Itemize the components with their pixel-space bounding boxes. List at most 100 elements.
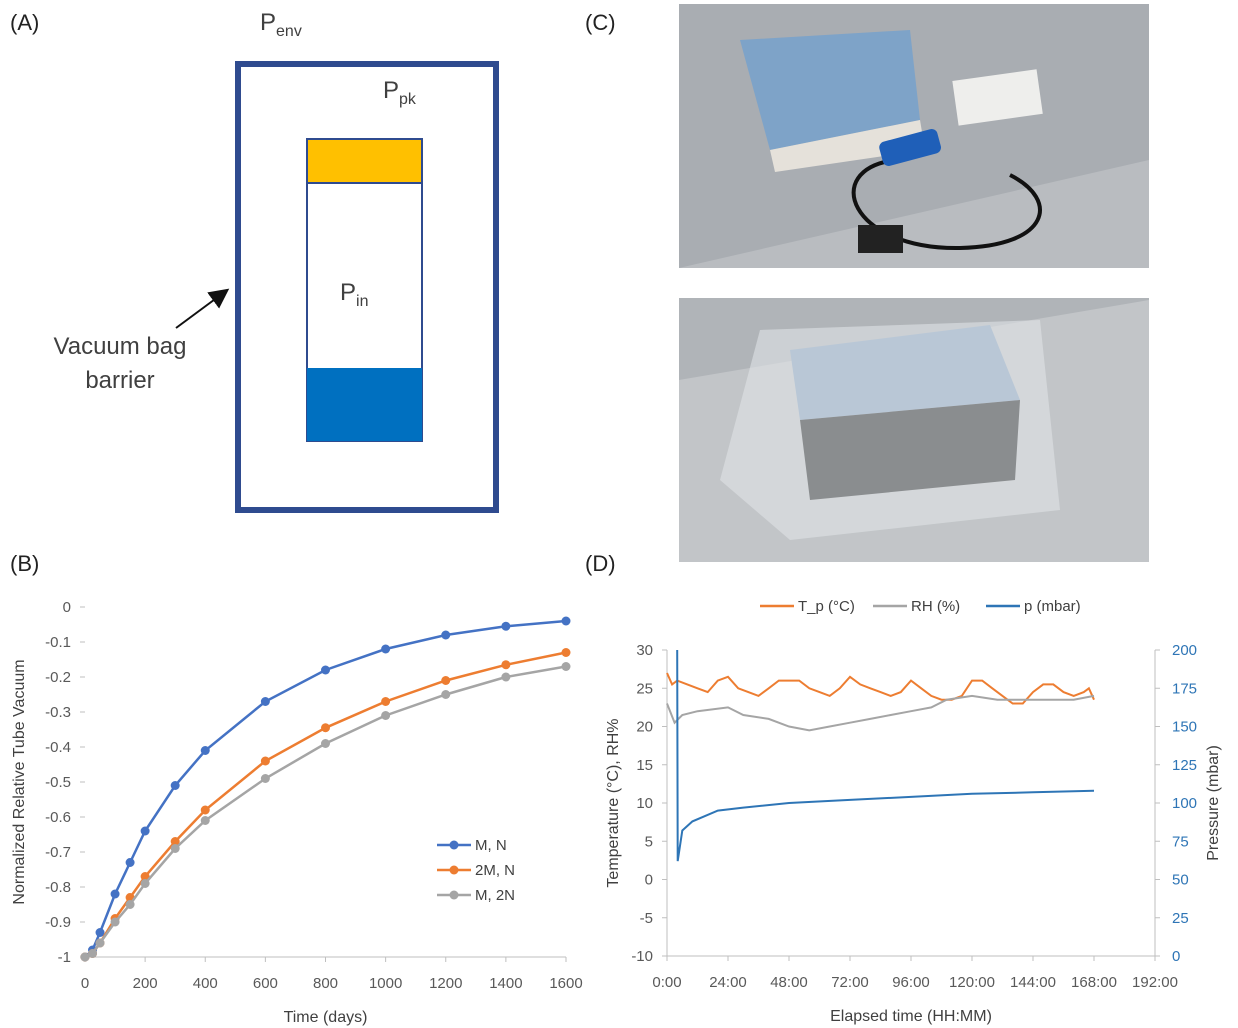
data-point — [501, 660, 511, 670]
vacuum-bag — [235, 61, 499, 513]
symbol: P — [340, 279, 356, 306]
x-axis-label: Elapsed time (HH:MM) — [830, 1008, 992, 1025]
data-point — [140, 872, 150, 881]
x-tick-label: 1200 — [429, 975, 462, 992]
data-point — [200, 816, 210, 825]
series-line — [676, 649, 1095, 862]
y-axis-label: Normalized Relative Tube Vacuum — [11, 659, 28, 904]
legend-label: p (mbar) — [1024, 598, 1081, 615]
series-line — [666, 694, 1095, 732]
y-tick-label: -0.7 — [45, 844, 71, 861]
x-tick-label: 0 — [81, 975, 89, 992]
x-tick-label: 1600 — [549, 975, 582, 992]
data-point — [381, 697, 391, 706]
barrier-label: Vacuum bag — [54, 333, 187, 360]
data-point — [321, 739, 330, 748]
data-point — [441, 630, 451, 640]
symbol: P — [260, 9, 276, 36]
legend-label: T_p (°C) — [798, 598, 855, 615]
data-point — [381, 711, 391, 720]
y-tick-label: 0 — [63, 599, 71, 616]
data-point — [561, 616, 571, 626]
y-tick-label: 5 — [645, 833, 653, 850]
y2-tick-label: 0 — [1172, 948, 1180, 965]
x-tick-label: 192:00 — [1132, 974, 1178, 991]
y2-axis-label: Pressure (mbar) — [1205, 745, 1222, 861]
arrow — [175, 288, 230, 329]
env-pressure-label: Penv — [260, 9, 302, 40]
data-point — [110, 889, 120, 899]
data-point — [441, 690, 451, 699]
y-tick-label: 10 — [636, 795, 653, 812]
x-tick-label: 168:00 — [1071, 974, 1117, 991]
panel-label: (B) — [10, 551, 39, 576]
data-point — [170, 781, 180, 790]
legend-label: M, N — [475, 837, 507, 854]
data-point — [95, 928, 105, 937]
y2-tick-label: 175 — [1172, 680, 1197, 697]
data-point — [321, 665, 330, 675]
y-tick-label: -5 — [640, 910, 653, 927]
x-tick-label: 400 — [193, 975, 218, 992]
data-point — [501, 621, 511, 631]
y2-tick-label: 25 — [1172, 910, 1189, 927]
data-point — [170, 837, 180, 846]
y-tick-label: -0.4 — [45, 739, 71, 756]
data-point — [200, 746, 210, 755]
data-point — [140, 879, 150, 888]
data-point — [260, 774, 270, 783]
tube-cap — [306, 138, 423, 184]
y-tick-label: -0.2 — [45, 669, 71, 686]
y2-tick-label: 50 — [1172, 872, 1189, 889]
data-point — [260, 756, 270, 766]
symbol: P — [383, 77, 399, 104]
x-tick-label: 72:00 — [831, 974, 869, 991]
legend-label: 2M, N — [475, 862, 515, 879]
data-point — [170, 844, 180, 853]
inner-pressure-label: Pin — [340, 279, 368, 310]
data-point — [501, 672, 511, 682]
y-tick-label: -0.6 — [45, 809, 71, 826]
data-point — [95, 938, 105, 948]
series-line — [84, 619, 567, 958]
y-tick-label: -1 — [58, 949, 71, 966]
data-point — [125, 858, 135, 867]
photo — [679, 4, 1149, 268]
subscript: env — [276, 23, 302, 40]
legend-marker — [449, 865, 459, 875]
data-point — [80, 952, 90, 962]
x-tick-label: 48:00 — [770, 974, 808, 991]
y2-tick-label: 200 — [1172, 642, 1197, 659]
panel-label: (D) — [585, 551, 616, 576]
x-tick-label: 120:00 — [949, 974, 995, 991]
x-tick-label: 200 — [133, 975, 158, 992]
data-point — [110, 917, 120, 927]
data-point — [88, 949, 98, 958]
y-tick-label: 30 — [636, 642, 653, 659]
x-tick-label: 24:00 — [709, 974, 747, 991]
y2-tick-label: 75 — [1172, 833, 1189, 850]
data-point — [561, 662, 571, 671]
panel-label: (C) — [585, 10, 616, 35]
subscript: pk — [399, 91, 417, 108]
y-tick-label: -0.3 — [45, 704, 71, 721]
series-line — [84, 651, 567, 959]
panel-label: (A) — [10, 10, 39, 35]
data-point — [561, 648, 571, 657]
y2-tick-label: 150 — [1172, 719, 1197, 736]
x-tick-label: 600 — [253, 975, 278, 992]
legend-marker — [449, 840, 459, 850]
y2-tick-label: 100 — [1172, 795, 1197, 812]
x-tick-label: 800 — [313, 975, 338, 992]
y-tick-label: -0.1 — [45, 634, 71, 651]
x-tick-label: 1000 — [369, 975, 402, 992]
data-point — [260, 697, 270, 706]
y-tick-label: -0.5 — [45, 774, 71, 791]
data-point — [441, 676, 451, 685]
y-tick-label: -10 — [631, 948, 653, 965]
y-tick-label: -0.8 — [45, 879, 71, 896]
y-tick-label: 0 — [645, 872, 653, 889]
data-point — [200, 805, 210, 815]
y-axis-label: Temperature (°C), RH% — [605, 718, 622, 887]
